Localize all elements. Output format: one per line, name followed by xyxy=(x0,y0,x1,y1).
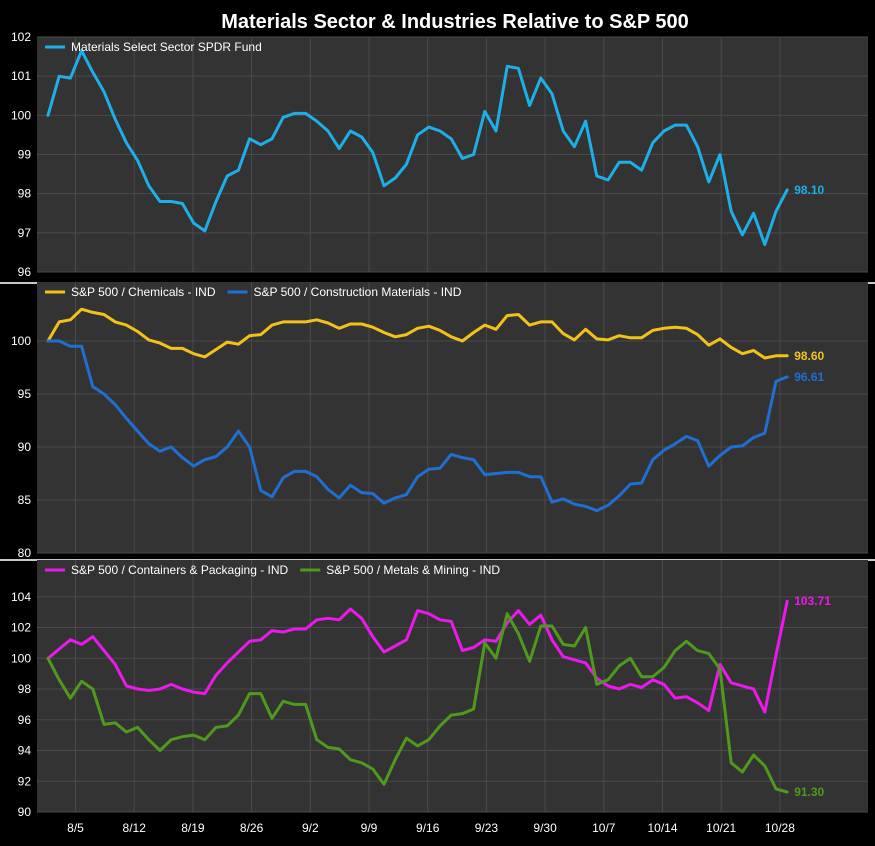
x-tick-label: 9/30 xyxy=(533,821,557,835)
y-tick-label: 104 xyxy=(11,590,31,604)
x-tick-label: 9/16 xyxy=(416,821,440,835)
legend-entry: S&P 500 / Chemicals - IND xyxy=(71,285,216,299)
series-line-metals xyxy=(46,612,789,794)
plot-area xyxy=(37,282,868,553)
y-tick-label: 97 xyxy=(18,226,32,240)
panel-2: 80 85 90 95 100 98.60 96.61 S&P 500 / Chemicals… xyxy=(11,282,868,560)
y-tick-label: 90 xyxy=(18,805,32,819)
y-tick-label: 102 xyxy=(11,30,31,44)
x-tick-label: 10/7 xyxy=(592,821,616,835)
x-tick-label: 8/12 xyxy=(123,821,147,835)
panels: 96 97 98 99 100 101 102 98.10 Materials Select S… xyxy=(0,30,875,835)
panel-1: 96 97 98 99 100 101 102 98.10 Materials Select S… xyxy=(11,30,868,279)
legend-entry: S&P 500 / Construction Materials - IND xyxy=(254,285,462,299)
y-tick-label: 98 xyxy=(18,682,32,696)
panel-3: 90 92 94 96 98 100 102 104 103.71 91.30 S&P 500 / … xyxy=(11,560,868,819)
x-tick-label: 9/2 xyxy=(302,821,319,835)
end-value-label: 96.61 xyxy=(794,370,824,384)
series-line-chemicals xyxy=(46,307,789,360)
end-value-label: 98.60 xyxy=(794,349,824,363)
end-value-label: 91.30 xyxy=(794,785,824,799)
y-tick-label: 96 xyxy=(18,265,32,279)
y-tick-label: 98 xyxy=(18,187,32,201)
y-tick-label: 100 xyxy=(11,334,31,348)
y-tick-label: 101 xyxy=(11,69,31,83)
end-value-label: 103.71 xyxy=(794,594,831,608)
y-tick-label: 96 xyxy=(18,713,32,727)
legend-entry: Materials Select Sector SPDR Fund xyxy=(71,40,262,54)
x-tick-label: 8/19 xyxy=(181,821,205,835)
y-tick-label: 100 xyxy=(11,108,31,122)
y-tick-label: 85 xyxy=(18,493,32,507)
series-line-construction xyxy=(46,339,789,513)
y-tick-label: 92 xyxy=(18,774,32,788)
x-tick-label: 10/28 xyxy=(765,821,795,835)
x-tick-label: 8/5 xyxy=(67,821,84,835)
y-tick-label: 94 xyxy=(18,744,32,758)
y-tick-label: 100 xyxy=(11,651,31,665)
x-tick-label: 10/21 xyxy=(706,821,736,835)
chart-title: Materials Sector & Industries Relative t… xyxy=(221,11,689,33)
y-tick-label: 95 xyxy=(18,387,32,401)
legend-entry: S&P 500 / Containers & Packaging - IND xyxy=(71,563,289,577)
y-tick-label: 80 xyxy=(18,546,32,560)
x-tick-label: 9/9 xyxy=(361,821,378,835)
series-line-materials xyxy=(46,49,789,247)
y-tick-label: 99 xyxy=(18,148,32,162)
x-tick-label: 10/14 xyxy=(647,821,677,835)
end-value-label: 98.10 xyxy=(794,183,824,197)
y-tick-label: 90 xyxy=(18,440,32,454)
legend-entry: S&P 500 / Metals & Mining - IND xyxy=(326,563,500,577)
x-tick-label: 9/23 xyxy=(475,821,499,835)
x-tick-label: 8/26 xyxy=(240,821,264,835)
series-line-containers xyxy=(46,599,789,714)
y-tick-label: 102 xyxy=(11,621,31,635)
